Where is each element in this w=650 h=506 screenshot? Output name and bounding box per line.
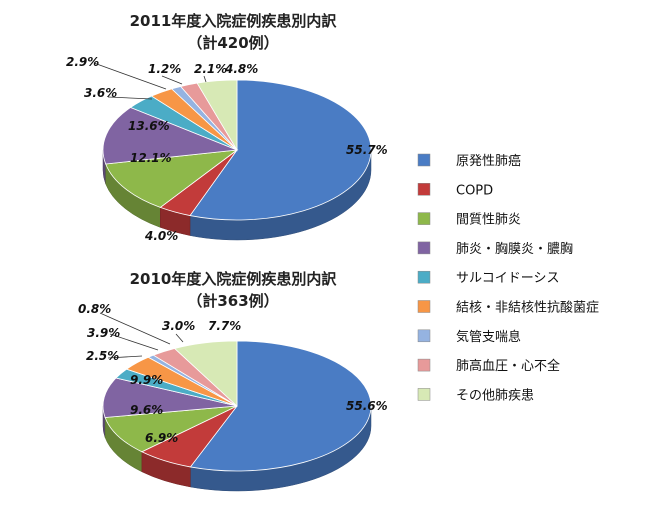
pie-2-data-label-5: 3.9%	[87, 326, 120, 340]
legend: 原発性肺癌 COPD 間質性肺炎肺炎・胸膜炎・膿胸サルコイドーシス結核・非結核性抗酸…	[417, 153, 599, 403]
pie-1-data-label-7: 2.1%	[194, 62, 227, 76]
legend-swatch-7	[417, 358, 431, 372]
legend-swatch-6	[417, 329, 431, 343]
pie-1-slice-2	[105, 149, 239, 208]
pie-chart-2011: 55.7% 4.0% 12.1% 13.6% 3.6% 2.9% 1.2% 2.1%4.8%	[66, 55, 388, 243]
legend-label-6: 気管支喘息	[456, 329, 521, 345]
legend-label-2: 間質性肺炎	[456, 213, 521, 228]
pie-2-leader-7	[175, 333, 184, 343]
legend-swatch-5	[417, 300, 431, 313]
pie-2-leader-5	[109, 333, 159, 351]
pie-1-slice-0	[189, 79, 372, 221]
pie-1-leader-4	[107, 96, 153, 100]
pie-1-data-label-1: 4.0%	[144, 229, 178, 243]
legend-label-0: 原発性肺癌	[456, 153, 521, 169]
chart-1-subtitle: （計420例）	[187, 34, 278, 52]
pie-2-data-label-3: 9.9%	[130, 373, 163, 387]
pie-1-data-label-6: 1.2%	[148, 62, 181, 76]
pie-1-data-label-5: 2.9%	[66, 55, 99, 69]
pie-2-data-label-0: 55.6%	[346, 399, 388, 413]
chart-2-subtitle: （計363例）	[187, 292, 278, 310]
legend-label-1: COPD	[456, 183, 493, 198]
pie-1-data-label-3: 13.6%	[128, 119, 170, 133]
legend-label-3: 肺炎・胸膜炎・膿胸	[456, 242, 573, 257]
pie-chart-2010: 55.6% 6.9% 9.6% 9.9% 2.5% 3.9% 0.8% 3.0% 7.7%	[78, 302, 388, 492]
pie-1-leader-7	[203, 75, 207, 83]
legend-label-5: 結核・非結核性抗酸菌症	[456, 301, 599, 316]
legend-swatch-8	[417, 388, 431, 401]
legend-swatch-2	[417, 212, 431, 225]
pie-2-data-label-7: 3.0%	[162, 319, 195, 333]
pie-2-data-label-1: 6.9%	[145, 431, 178, 445]
legend-swatch-0	[417, 153, 431, 167]
pie-2-slice-8	[173, 340, 238, 407]
pie-1-data-label-4: 3.6%	[84, 86, 117, 100]
legend-label-7: 肺高血圧・心不全	[456, 358, 560, 374]
pie-2-leader-4	[107, 355, 143, 359]
legend-label-4: サルコイドーシス	[456, 271, 559, 286]
pie-2-data-label-8: 7.7%	[208, 319, 241, 333]
pie-1-leader-5	[93, 62, 167, 90]
pie-2-slice-2	[104, 405, 238, 453]
chart-1-title: 2011年度入院症例疾患別内訳	[130, 12, 338, 30]
pie-2-data-label-6: 0.8%	[78, 302, 111, 316]
chart-2-title: 2010年度入院症例疾患別内訳	[130, 270, 338, 288]
pie-1-data-label-2: 12.1%	[130, 151, 172, 165]
pie-1-data-label-0: 55.7%	[346, 143, 388, 157]
legend-swatch-3	[417, 241, 431, 255]
pie-2-leader-6	[99, 312, 171, 345]
pie-2-data-label-2: 9.6%	[130, 403, 163, 417]
pie-2-slice-3	[102, 377, 238, 418]
pie-1-slice-3	[102, 106, 238, 165]
pie-1-slice-8	[196, 79, 238, 152]
pie-2-slice-0	[189, 340, 372, 472]
pie-1-leader-6	[161, 75, 183, 85]
legend-swatch-4	[417, 270, 431, 284]
pie-2-data-label-4: 2.5%	[86, 349, 119, 363]
pie-1-data-label-8: 4.8%	[224, 62, 258, 76]
legend-label-8: その他肺疾患	[456, 388, 534, 403]
legend-swatch-1	[417, 183, 431, 196]
